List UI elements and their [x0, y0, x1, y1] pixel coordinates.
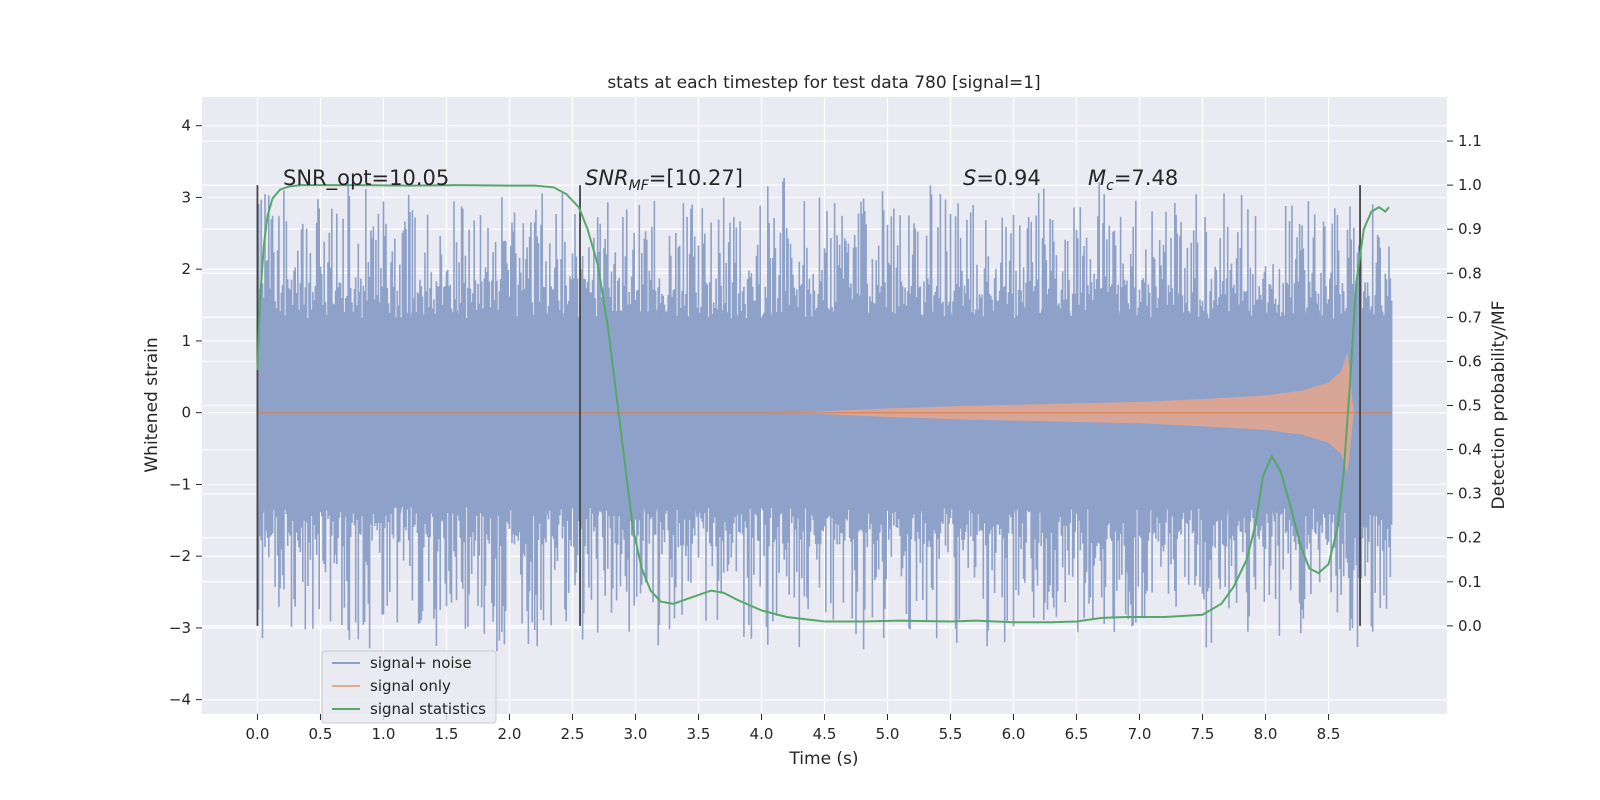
chart-title: stats at each timestep for test data 780…	[607, 73, 1040, 93]
snr-mf-subscript: MF	[629, 178, 650, 194]
x-tick-label: 3.5	[687, 725, 711, 743]
legend-label-stats: signal statistics	[370, 700, 486, 718]
x-tick-label: 2.5	[561, 725, 585, 743]
mc-symbol: M	[1088, 166, 1106, 190]
y-right-tick-label: 0.0	[1458, 617, 1482, 635]
y-left-tick-label: 4	[181, 117, 191, 135]
x-tick-label: 0.5	[309, 725, 333, 743]
y-left-tick-label: −1	[169, 475, 191, 493]
x-tick-label: 4.5	[813, 725, 837, 743]
y-right-tick-label: 0.4	[1458, 441, 1482, 459]
y-right-tick-label: 0.3	[1458, 485, 1482, 503]
y-right-tick-label: 0.1	[1458, 573, 1482, 591]
x-tick-label: 0.0	[246, 725, 270, 743]
y-right-tick-label: 0.2	[1458, 529, 1482, 547]
mc-value: =7.48	[1114, 166, 1178, 190]
snr-mf-value: =[10.27]	[649, 166, 743, 190]
x-tick-label: 8.0	[1254, 725, 1278, 743]
x-axis-label: Time (s)	[788, 749, 858, 769]
left-axis-ticks: 4 3 2 1 0 −1 −2 −3 −4	[169, 117, 202, 709]
x-tick-label: 1.0	[372, 725, 396, 743]
x-tick-label: 7.0	[1128, 725, 1152, 743]
left-axis-label: Whitened strain	[142, 337, 162, 472]
y-right-tick-label: 1.1	[1458, 132, 1482, 150]
y-left-tick-label: 3	[181, 188, 191, 206]
x-axis-ticks: 0.0 0.5 1.0 1.5 2.0 2.5 3.0 3.5 4.0 4.5 5.0 5.5 6.0 6…	[246, 714, 1341, 743]
y-right-tick-label: 0.6	[1458, 352, 1482, 370]
y-right-tick-label: 0.5	[1458, 397, 1482, 415]
right-axis-label: Detection probability/MF	[1489, 301, 1509, 510]
y-left-tick-label: 2	[181, 260, 191, 278]
x-tick-label: 2.0	[498, 725, 522, 743]
annotation-snr-opt: SNR_opt=10.05	[283, 166, 449, 191]
legend-label-noise: signal+ noise	[370, 654, 472, 672]
legend-box	[321, 650, 497, 724]
legend-label-signal: signal only	[370, 677, 451, 695]
annotation-mc: Mc=7.48	[1088, 166, 1178, 194]
s-symbol: S	[963, 166, 976, 190]
annotation-s: S=0.94	[963, 166, 1041, 190]
legend: signal+ noise signal only signal statist…	[321, 650, 497, 724]
y-left-tick-label: −3	[169, 619, 191, 637]
x-tick-label: 5.0	[876, 725, 900, 743]
mc-subscript: c	[1106, 178, 1114, 194]
signal-statistics-series	[256, 184, 1390, 624]
y-left-tick-label: 1	[181, 332, 191, 350]
snr-mf-symbol: SNR	[585, 166, 629, 190]
y-right-tick-label: 0.8	[1458, 264, 1482, 282]
y-right-tick-label: 1.0	[1458, 176, 1482, 194]
x-tick-label: 6.5	[1065, 725, 1089, 743]
y-left-tick-label: −4	[169, 691, 191, 709]
y-left-tick-label: 0	[181, 404, 191, 422]
x-tick-label: 8.5	[1317, 725, 1341, 743]
x-tick-label: 7.5	[1191, 725, 1215, 743]
x-tick-label: 1.5	[435, 725, 459, 743]
x-tick-label: 5.5	[939, 725, 963, 743]
x-tick-label: 4.0	[750, 725, 774, 743]
right-axis-ticks: 1.1 1.0 0.9 0.8 0.7 0.6 0.5 0.4 0.3 0.2 0.1 0.0	[1447, 132, 1482, 635]
y-left-tick-label: −2	[169, 547, 191, 565]
y-right-tick-label: 0.9	[1458, 220, 1482, 238]
s-value: =0.94	[976, 166, 1040, 190]
y-right-tick-label: 0.7	[1458, 308, 1482, 326]
x-tick-label: 6.0	[1002, 725, 1026, 743]
annotation-snr-mf: SNRMF=[10.27]	[585, 166, 743, 194]
x-tick-label: 3.0	[624, 725, 648, 743]
